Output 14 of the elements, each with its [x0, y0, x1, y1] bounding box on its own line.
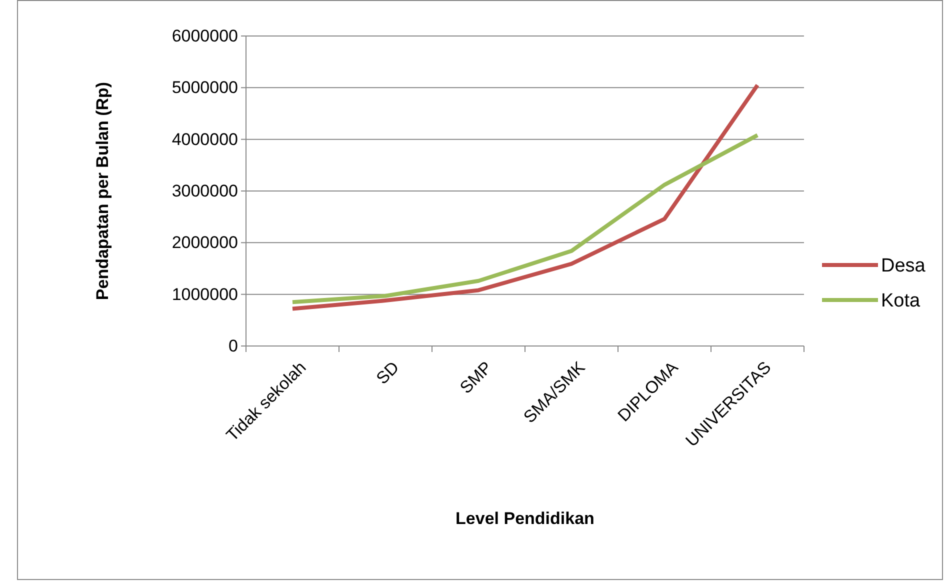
- line-series: [290, 83, 760, 311]
- y-tick-label: 2000000: [172, 233, 238, 252]
- y-tick-label: 3000000: [172, 181, 238, 200]
- legend-label: Desa: [881, 256, 926, 277]
- y-tick-label: 5000000: [172, 78, 238, 98]
- line-series: [290, 133, 760, 304]
- y-tick-label: 4000000: [172, 130, 238, 149]
- x-tick-label: SD: [372, 358, 403, 388]
- y-axis-title: Pendapatan per Bulan (Rp): [93, 82, 112, 300]
- legend-label: Kota: [881, 290, 921, 312]
- x-axis-title: Level Pendidikan: [456, 509, 594, 528]
- y-tick-label: 0: [228, 336, 238, 356]
- y-tick-label: 1000000: [172, 284, 238, 304]
- y-tick-label: 6000000: [172, 26, 238, 46]
